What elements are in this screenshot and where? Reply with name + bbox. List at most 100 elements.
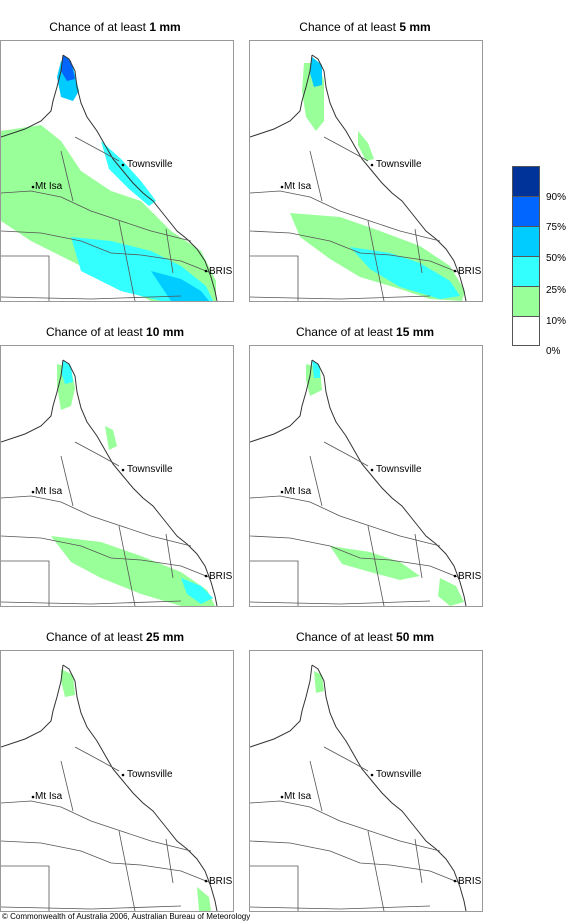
town-marker — [31, 185, 35, 189]
district-border — [1, 800, 192, 852]
district-border — [1, 865, 50, 911]
legend-label-25: 25% — [546, 285, 567, 296]
district-border — [250, 600, 431, 605]
coastline — [311, 664, 467, 911]
map-svg — [250, 359, 467, 606]
panel-title-25mm: Chance of at least 25 mm — [0, 630, 235, 644]
title-prefix: Chance of at least — [45, 630, 143, 644]
rain-probability-area — [61, 55, 75, 81]
rain-probability-area — [358, 131, 374, 161]
town-marker — [370, 773, 374, 777]
legend-swatch-0 — [512, 316, 540, 346]
town-marker — [204, 574, 208, 578]
title-amount: 50 mm — [396, 630, 435, 644]
rain-probability-area — [314, 671, 324, 693]
legend-swatch-25 — [512, 256, 540, 286]
map-panel-10mm: Townsville Mt Isa BRIS — [0, 345, 234, 607]
title-prefix: Chance of at least — [299, 20, 397, 34]
district-border — [250, 295, 431, 300]
title-prefix: Chance of at least — [295, 325, 393, 339]
rain-probability-area — [438, 578, 464, 606]
legend-swatch-90 — [512, 166, 540, 196]
district-border — [60, 760, 74, 812]
district-border — [250, 230, 461, 274]
legend-label-90: 90% — [546, 192, 567, 203]
label-townsville: Townsville — [127, 159, 173, 170]
district-border — [309, 760, 323, 812]
district-border — [1, 535, 212, 579]
title-amount: 1 mm — [149, 20, 181, 34]
district-border — [118, 830, 136, 911]
town-marker — [121, 468, 125, 472]
district-border — [60, 150, 74, 202]
coastline — [62, 359, 218, 606]
title-prefix: Chance of at least — [45, 325, 143, 339]
label-brisbane: BRIS — [209, 266, 233, 277]
rain-probability-area — [181, 578, 213, 604]
town-marker — [31, 490, 35, 494]
district-border — [1, 560, 50, 606]
coastline-gulf — [250, 664, 313, 748]
district-border — [309, 455, 323, 507]
map-svg — [1, 54, 218, 301]
label-mt-isa: Mt Isa — [284, 791, 312, 802]
coastline-gulf — [1, 664, 64, 748]
title-amount: 5 mm — [399, 20, 431, 34]
title-prefix: Chance of at least — [295, 630, 393, 644]
map-panel-1mm: Townsville Mt Isa BRIS — [0, 40, 234, 302]
title-prefix: Chance of at least — [49, 20, 147, 34]
label-mt-isa: Mt Isa — [35, 486, 63, 497]
district-border — [414, 533, 423, 579]
district-border — [309, 150, 323, 202]
town-marker — [453, 879, 457, 883]
coastline-gulf — [1, 54, 64, 138]
district-border — [414, 838, 423, 884]
district-border — [1, 295, 182, 300]
town-marker — [453, 269, 457, 273]
district-border — [250, 495, 441, 547]
town-marker — [280, 490, 284, 494]
panel-title-10mm: Chance of at least 10 mm — [0, 325, 235, 339]
district-border — [1, 255, 50, 301]
legend-swatch-50 — [512, 226, 540, 256]
map-panel-50mm: Townsville Mt Isa BRIS — [249, 650, 483, 912]
town-marker — [31, 795, 35, 799]
district-border — [250, 800, 441, 852]
label-townsville: Townsville — [376, 769, 422, 780]
label-mt-isa: Mt Isa — [284, 181, 312, 192]
rain-probability-area — [61, 669, 75, 697]
coastline — [62, 54, 218, 301]
rain-probability-area — [151, 271, 209, 301]
coastline — [311, 359, 467, 606]
district-border — [60, 455, 74, 507]
district-border — [323, 136, 369, 162]
town-marker — [204, 879, 208, 883]
label-brisbane: BRIS — [209, 571, 233, 582]
title-amount: 10 mm — [146, 325, 185, 339]
district-border — [165, 228, 174, 274]
panel-title-50mm: Chance of at least 50 mm — [245, 630, 485, 644]
panel-title-15mm: Chance of at least 15 mm — [245, 325, 485, 339]
district-border — [1, 905, 182, 910]
district-border — [367, 830, 385, 911]
legend-label-75: 75% — [546, 222, 567, 233]
map-svg — [250, 664, 467, 911]
label-mt-isa: Mt Isa — [284, 486, 312, 497]
district-border — [250, 255, 299, 301]
rain-probability-area — [310, 57, 322, 87]
label-townsville: Townsville — [376, 159, 422, 170]
map-panel-5mm: Townsville Mt Isa BRIS — [249, 40, 483, 302]
legend-label-0: 0% — [546, 346, 561, 357]
town-marker — [280, 795, 284, 799]
title-amount: 15 mm — [396, 325, 435, 339]
district-border — [1, 600, 182, 605]
district-border — [1, 190, 192, 242]
rain-probability-area — [101, 141, 156, 206]
district-border — [74, 136, 120, 162]
town-marker — [453, 574, 457, 578]
label-townsville: Townsville — [127, 464, 173, 475]
label-townsville: Townsville — [376, 464, 422, 475]
district-border — [323, 441, 369, 467]
copyright-notice: © Commonwealth of Australia 2006, Austra… — [2, 912, 251, 921]
district-border — [414, 228, 423, 274]
